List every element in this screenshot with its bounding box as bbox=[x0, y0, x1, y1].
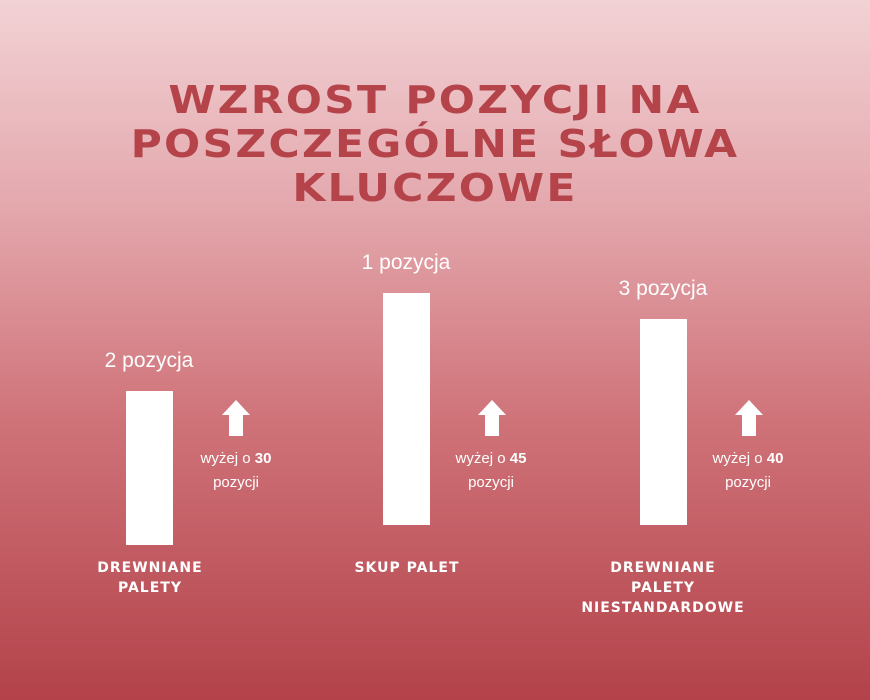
gain-suffix: pozycji bbox=[725, 474, 771, 491]
bar bbox=[383, 293, 430, 525]
position-label: 3 pozycja bbox=[618, 277, 708, 300]
gain-suffix: pozycji bbox=[213, 474, 259, 491]
gain-prefix: wyżej o bbox=[712, 450, 763, 467]
position-label: 2 pozycja bbox=[104, 348, 194, 372]
arrow-up-icon bbox=[478, 400, 506, 436]
category-label-line: PALETY bbox=[631, 580, 695, 596]
chart-title: WZROST POZYCJI NA POSZCZEGÓLNE SŁOWA KLU… bbox=[0, 78, 870, 210]
gain-label: wyżej o 45 pozycji bbox=[421, 447, 561, 495]
gain-prefix: wyżej o bbox=[455, 450, 506, 467]
bar bbox=[126, 390, 173, 545]
category-label: SKUP PALET bbox=[277, 558, 537, 578]
category-label-line: NIESTANDARDOWE bbox=[581, 600, 745, 616]
category-label-line: PALETY bbox=[118, 580, 182, 596]
gain-value: 45 bbox=[509, 450, 527, 467]
title-line: WZROST POZYCJI NA bbox=[168, 78, 702, 122]
category-label-line: DREWNIANE bbox=[610, 560, 716, 576]
gain-label: wyżej o 40 pozycji bbox=[678, 447, 818, 495]
title-line: POSZCZEGÓLNE SŁOWA bbox=[130, 122, 740, 166]
gain-label: wyżej o 30 pozycji bbox=[166, 447, 306, 495]
category-label: DREWNIANE PALETY NIESTANDARDOWE bbox=[533, 558, 793, 618]
gain-suffix: pozycji bbox=[468, 474, 514, 491]
category-label-line: DREWNIANE bbox=[97, 560, 203, 576]
arrow-up-icon bbox=[735, 400, 763, 436]
gain-prefix: wyżej o bbox=[200, 450, 251, 467]
gain-value: 30 bbox=[254, 450, 272, 467]
gain-value: 40 bbox=[766, 450, 784, 467]
position-label: 1 pozycja bbox=[361, 251, 451, 275]
bar bbox=[640, 319, 687, 525]
arrow-up-icon bbox=[222, 400, 250, 436]
category-label: DREWNIANE PALETY bbox=[20, 558, 280, 598]
category-label-line: SKUP PALET bbox=[354, 560, 460, 576]
title-line: KLUCZOWE bbox=[292, 166, 578, 210]
